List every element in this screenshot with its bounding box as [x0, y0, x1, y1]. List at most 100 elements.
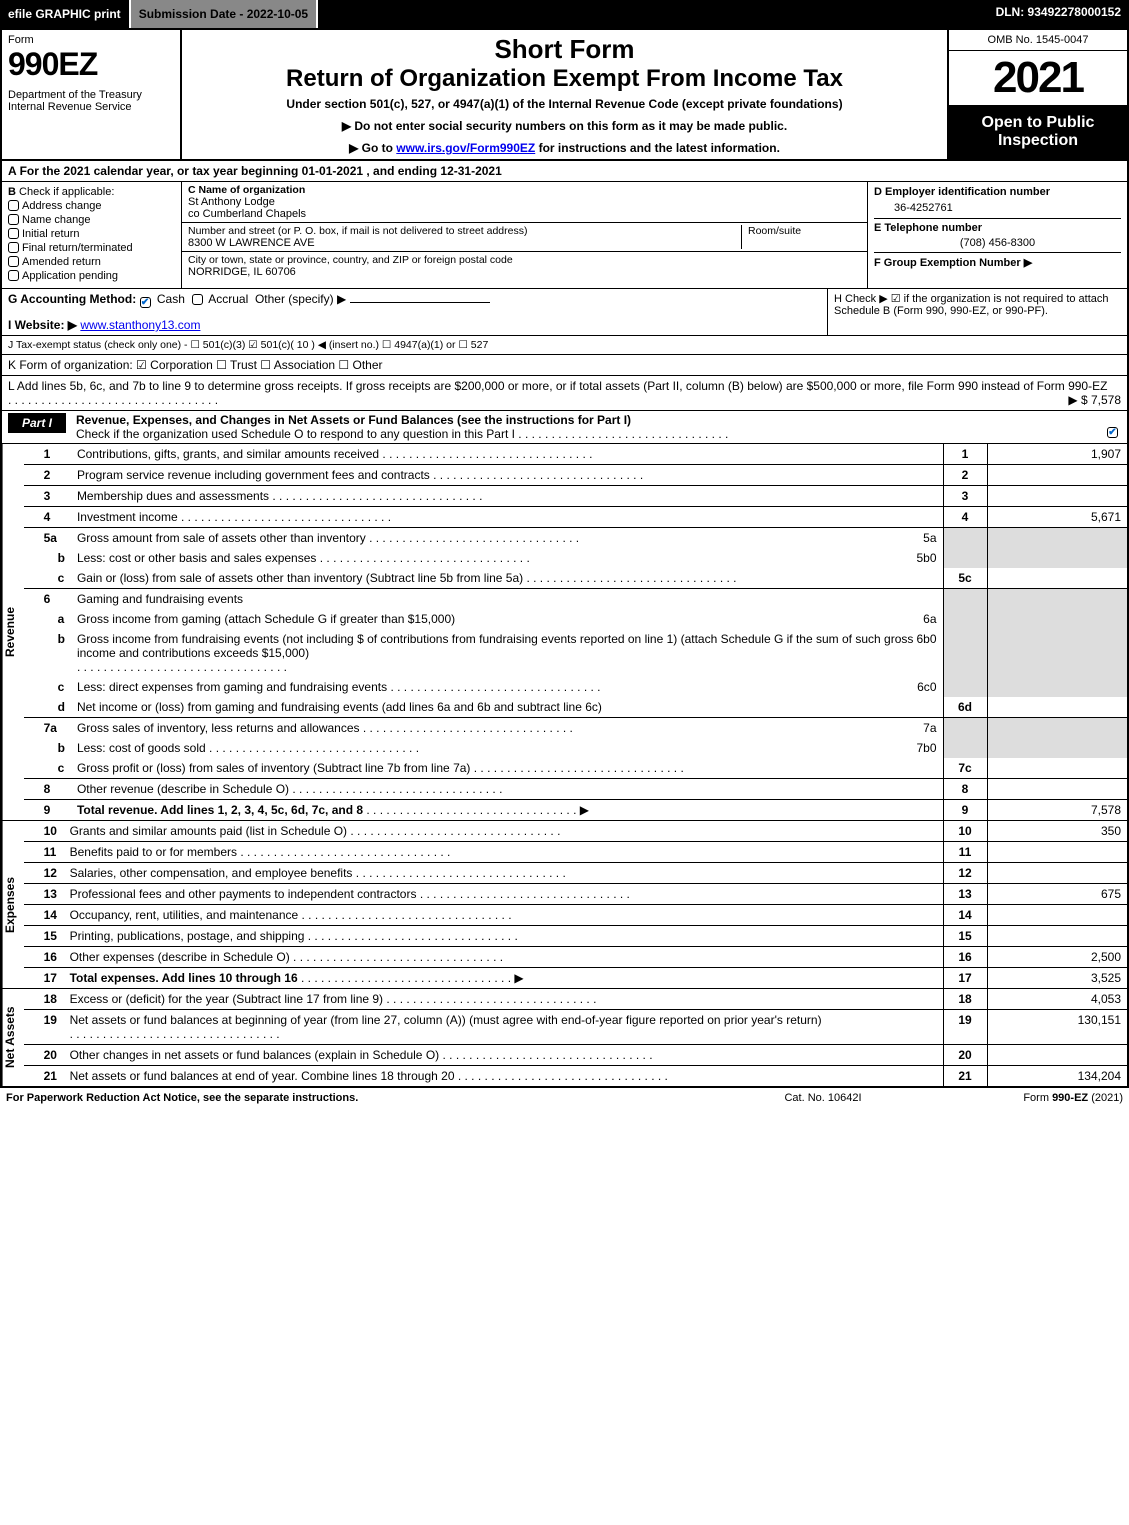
section-c: C Name of organization St Anthony Lodge …: [182, 182, 867, 288]
chk-amended-return[interactable]: Amended return: [8, 256, 175, 268]
section-a: A For the 2021 calendar year, or tax yea…: [2, 161, 1127, 182]
line-21-text: Net assets or fund balances at end of ye…: [70, 1069, 455, 1083]
ein-label: D Employer identification number: [874, 186, 1121, 198]
line-10-val: 350: [987, 821, 1127, 842]
line-6d-text: Net income or (loss) from gaming and fun…: [77, 700, 602, 714]
expenses-label-vert: Expenses: [2, 821, 24, 988]
ein-value: 36-4252761: [894, 202, 1101, 214]
line-14-val: [987, 905, 1127, 926]
opt-other: Other (specify) ▶: [255, 292, 346, 306]
line-8-text: Other revenue (describe in Schedule O): [77, 782, 289, 796]
revenue-label-vert: Revenue: [2, 444, 24, 820]
chk-cash[interactable]: [140, 297, 151, 308]
line-12-text: Salaries, other compensation, and employ…: [70, 866, 353, 880]
header-center: Short Form Return of Organization Exempt…: [182, 30, 947, 159]
street-value: 8300 W LAWRENCE AVE: [188, 237, 315, 249]
org-name-2: co Cumberland Chapels: [188, 208, 306, 220]
chk-final-return[interactable]: Final return/terminated: [8, 242, 175, 254]
line-6b-val: 0: [930, 632, 937, 674]
line-6c-val: 0: [930, 680, 937, 694]
opt-cash: Cash: [157, 292, 185, 306]
line-6b-text: Gross income from fundraising events (no…: [77, 632, 917, 660]
footer: For Paperwork Reduction Act Notice, see …: [0, 1088, 1129, 1108]
topbar-spacer: [318, 0, 987, 28]
line-6-text: Gaming and fundraising events: [71, 589, 943, 610]
line-19-val: 130,151: [987, 1010, 1127, 1045]
line-13-text: Professional fees and other payments to …: [70, 887, 417, 901]
section-b: B Check if applicable: Address change Na…: [2, 182, 182, 288]
line-11-val: [987, 842, 1127, 863]
irs-link[interactable]: www.irs.gov/Form990EZ: [396, 141, 535, 155]
header: Form 990EZ Department of the Treasury In…: [2, 30, 1127, 161]
submission-date-button[interactable]: Submission Date - 2022-10-05: [131, 0, 318, 28]
phone-value: (708) 456-8300: [874, 237, 1121, 249]
open-to-public: Open to Public Inspection: [949, 105, 1127, 159]
opt-accrual: Accrual: [208, 292, 248, 306]
website-label: I Website: ▶: [8, 318, 77, 332]
line-10-text: Grants and similar amounts paid (list in…: [70, 824, 347, 838]
line-8-val: [987, 779, 1127, 800]
g-label: G Accounting Method:: [8, 292, 136, 306]
chk-accrual[interactable]: [192, 294, 203, 305]
line-13-val: 675: [987, 884, 1127, 905]
line-5c-val: [987, 568, 1127, 589]
dln-label: DLN: 93492278000152: [988, 0, 1129, 28]
ssn-note: ▶ Do not enter social security numbers o…: [192, 119, 937, 133]
line-20-text: Other changes in net assets or fund bala…: [70, 1048, 440, 1062]
l-amount: ▶ $ 7,578: [1068, 393, 1121, 407]
line-6c-text: Less: direct expenses from gaming and fu…: [77, 680, 387, 694]
line-7b-text: Less: cost of goods sold: [77, 741, 206, 755]
city-line: City or town, state or province, country…: [182, 252, 867, 280]
line-20-val: [987, 1045, 1127, 1066]
line-6d-val: [987, 697, 1127, 718]
line-4-text: Investment income: [77, 510, 178, 524]
line-6a-text: Gross income from gaming (attach Schedul…: [77, 612, 455, 626]
line-17-val: 3,525: [987, 968, 1127, 989]
org-name-1: St Anthony Lodge: [188, 196, 275, 208]
website-link[interactable]: www.stanthony13.com: [80, 318, 200, 332]
street-line: Number and street (or P. O. box, if mail…: [182, 223, 867, 252]
section-a-text: For the 2021 calendar year, or tax year …: [20, 164, 502, 178]
line-7c-val: [987, 758, 1127, 779]
part-1-bar: Part I: [8, 413, 66, 433]
footer-right: Form 990-EZ (2021): [923, 1092, 1123, 1104]
part-1-subtitle: Check if the organization used Schedule …: [76, 427, 1121, 441]
expenses-section: Expenses 10Grants and similar amounts pa…: [2, 821, 1127, 989]
return-title: Return of Organization Exempt From Incom…: [192, 65, 937, 93]
line-2-val: [987, 465, 1127, 486]
room-label: Room/suite: [748, 225, 801, 237]
line-21-val: 134,204: [987, 1066, 1127, 1087]
chk-address-change[interactable]: Address change: [8, 200, 175, 212]
line-1-text: Contributions, gifts, grants, and simila…: [77, 447, 379, 461]
tax-year: 2021: [949, 51, 1127, 105]
chk-initial-return[interactable]: Initial return: [8, 228, 175, 240]
department: Department of the Treasury Internal Reve…: [8, 89, 174, 113]
line-7b-val: 0: [930, 741, 937, 755]
city-label: City or town, state or province, country…: [188, 254, 513, 266]
netassets-section: Net Assets 18Excess or (deficit) for the…: [2, 989, 1127, 1086]
line-3-text: Membership dues and assessments: [77, 489, 269, 503]
line-19-text: Net assets or fund balances at beginning…: [70, 1013, 822, 1027]
l-text: L Add lines 5b, 6c, and 7b to line 9 to …: [8, 379, 1107, 393]
line-14-text: Occupancy, rent, utilities, and maintena…: [70, 908, 299, 922]
chk-schedule-o[interactable]: [1107, 427, 1118, 438]
form-word: Form: [8, 34, 174, 46]
line-11-text: Benefits paid to or for members: [70, 845, 237, 859]
efile-button[interactable]: efile GRAPHIC print: [0, 0, 131, 28]
header-right: OMB No. 1545-0047 2021 Open to Public In…: [947, 30, 1127, 159]
expenses-table: 10Grants and similar amounts paid (list …: [24, 821, 1127, 988]
line-15-val: [987, 926, 1127, 947]
form-code: 990EZ: [8, 46, 174, 83]
part-1-header: Part I Revenue, Expenses, and Changes in…: [2, 411, 1127, 444]
short-form-title: Short Form: [192, 34, 937, 65]
chk-application-pending[interactable]: Application pending: [8, 270, 175, 282]
line-4-val: 5,671: [987, 507, 1127, 528]
goto-note: ▶ Go to www.irs.gov/Form990EZ for instru…: [192, 141, 937, 155]
netassets-label-vert: Net Assets: [2, 989, 24, 1086]
chk-name-change[interactable]: Name change: [8, 214, 175, 226]
line-2-text: Program service revenue including govern…: [77, 468, 430, 482]
entity-block: B Check if applicable: Address change Na…: [2, 182, 1127, 289]
line-7a-text: Gross sales of inventory, less returns a…: [77, 721, 360, 735]
line-12-val: [987, 863, 1127, 884]
line-5a-text: Gross amount from sale of assets other t…: [77, 531, 366, 545]
